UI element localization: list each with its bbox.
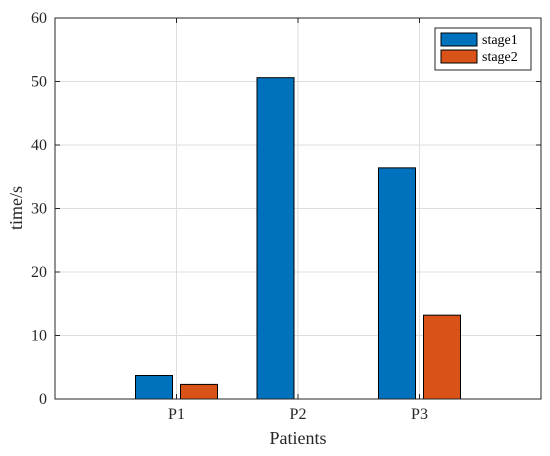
y-tick-label: 10	[31, 328, 47, 345]
bar-stage1-P1	[135, 375, 173, 400]
y-tick-label: 50	[31, 74, 47, 91]
x-tick-label: P3	[411, 406, 428, 423]
bar-stage1-P2	[256, 77, 295, 400]
bar-stage1-P3	[378, 167, 416, 400]
y-tick-label: 60	[31, 10, 47, 27]
legend: stage1 stage2	[434, 27, 532, 71]
legend-swatch-stage2	[440, 49, 478, 64]
bars	[135, 77, 461, 400]
x-axis: P1 P2 P3	[168, 18, 428, 423]
bar-stage2-P1	[180, 383, 218, 400]
x-axis-title: Patients	[270, 428, 327, 448]
legend-label-stage2: stage2	[482, 50, 518, 65]
y-tick-label: 20	[31, 264, 47, 281]
bar-stage2-P3	[423, 314, 461, 400]
y-tick-label: 0	[39, 391, 47, 408]
y-axis-title: time/s	[6, 186, 26, 230]
x-tick-label: P1	[168, 406, 185, 423]
x-tick-label: P2	[290, 406, 307, 423]
grid-lines	[55, 18, 541, 399]
y-axis: 0 10 20 30 40 50 60	[31, 10, 541, 408]
legend-label-stage1: stage1	[482, 33, 518, 48]
legend-swatch-stage1	[440, 32, 478, 47]
y-tick-label: 40	[31, 137, 47, 154]
y-tick-label: 30	[31, 201, 47, 218]
